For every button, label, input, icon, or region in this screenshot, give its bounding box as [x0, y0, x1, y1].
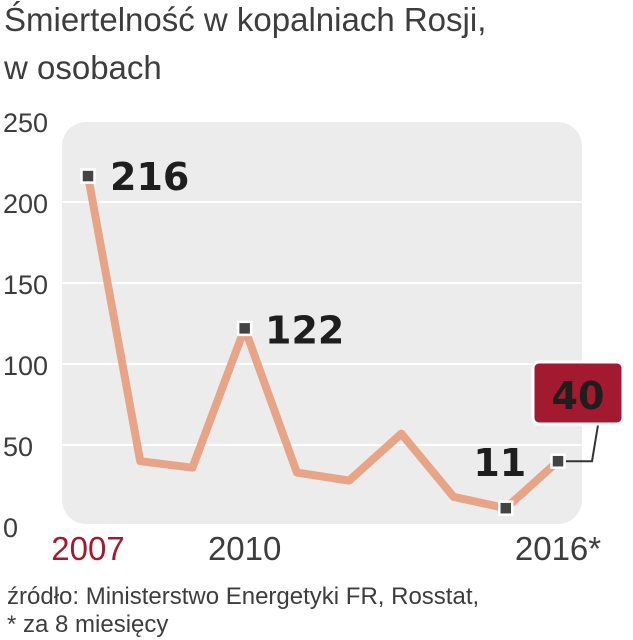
- chart-title-line-2: w osobach: [3, 49, 162, 86]
- y-axis: 0 50 100 150 200 250: [3, 108, 48, 543]
- y-tick-label: 0: [3, 513, 18, 543]
- value-label-2007: 216: [110, 155, 189, 199]
- y-tick-label: 100: [3, 351, 48, 381]
- series-deaths: [80, 168, 566, 516]
- y-tick-label: 50: [3, 432, 33, 462]
- x-tick-label-2007: 2007: [51, 530, 124, 567]
- data-marker-2016: [550, 453, 566, 469]
- plot-area: [62, 122, 582, 524]
- footnote: * za 8 miesięcy: [7, 611, 168, 638]
- x-tick-label-2016: 2016*: [515, 530, 601, 567]
- y-tick-label: 150: [3, 270, 48, 300]
- y-tick-label: 250: [3, 108, 48, 138]
- gridlines: [62, 201, 582, 446]
- y-tick-label: 200: [3, 189, 48, 219]
- data-marker-2007: [80, 168, 96, 184]
- value-label-2015: 11: [473, 441, 526, 485]
- callout-last-value: 40: [531, 360, 625, 463]
- callout-connector: [566, 424, 599, 463]
- data-marker-2015: [498, 500, 514, 516]
- x-tick-label-2010: 2010: [208, 530, 281, 567]
- chart-title-line-1: Śmiertelność w kopalniach Rosji,: [4, 0, 486, 38]
- series-line: [84, 172, 562, 513]
- callout-value: 40: [552, 374, 605, 418]
- value-label-2010: 122: [265, 308, 344, 352]
- callout-box: [531, 360, 625, 426]
- x-axis: 2007 2010 2016*: [51, 530, 601, 567]
- data-labels: 216 122 11: [110, 155, 526, 485]
- source-note: źródło: Ministerstwo Energetyki FR, Ross…: [7, 583, 479, 610]
- data-marker-2010: [236, 320, 253, 337]
